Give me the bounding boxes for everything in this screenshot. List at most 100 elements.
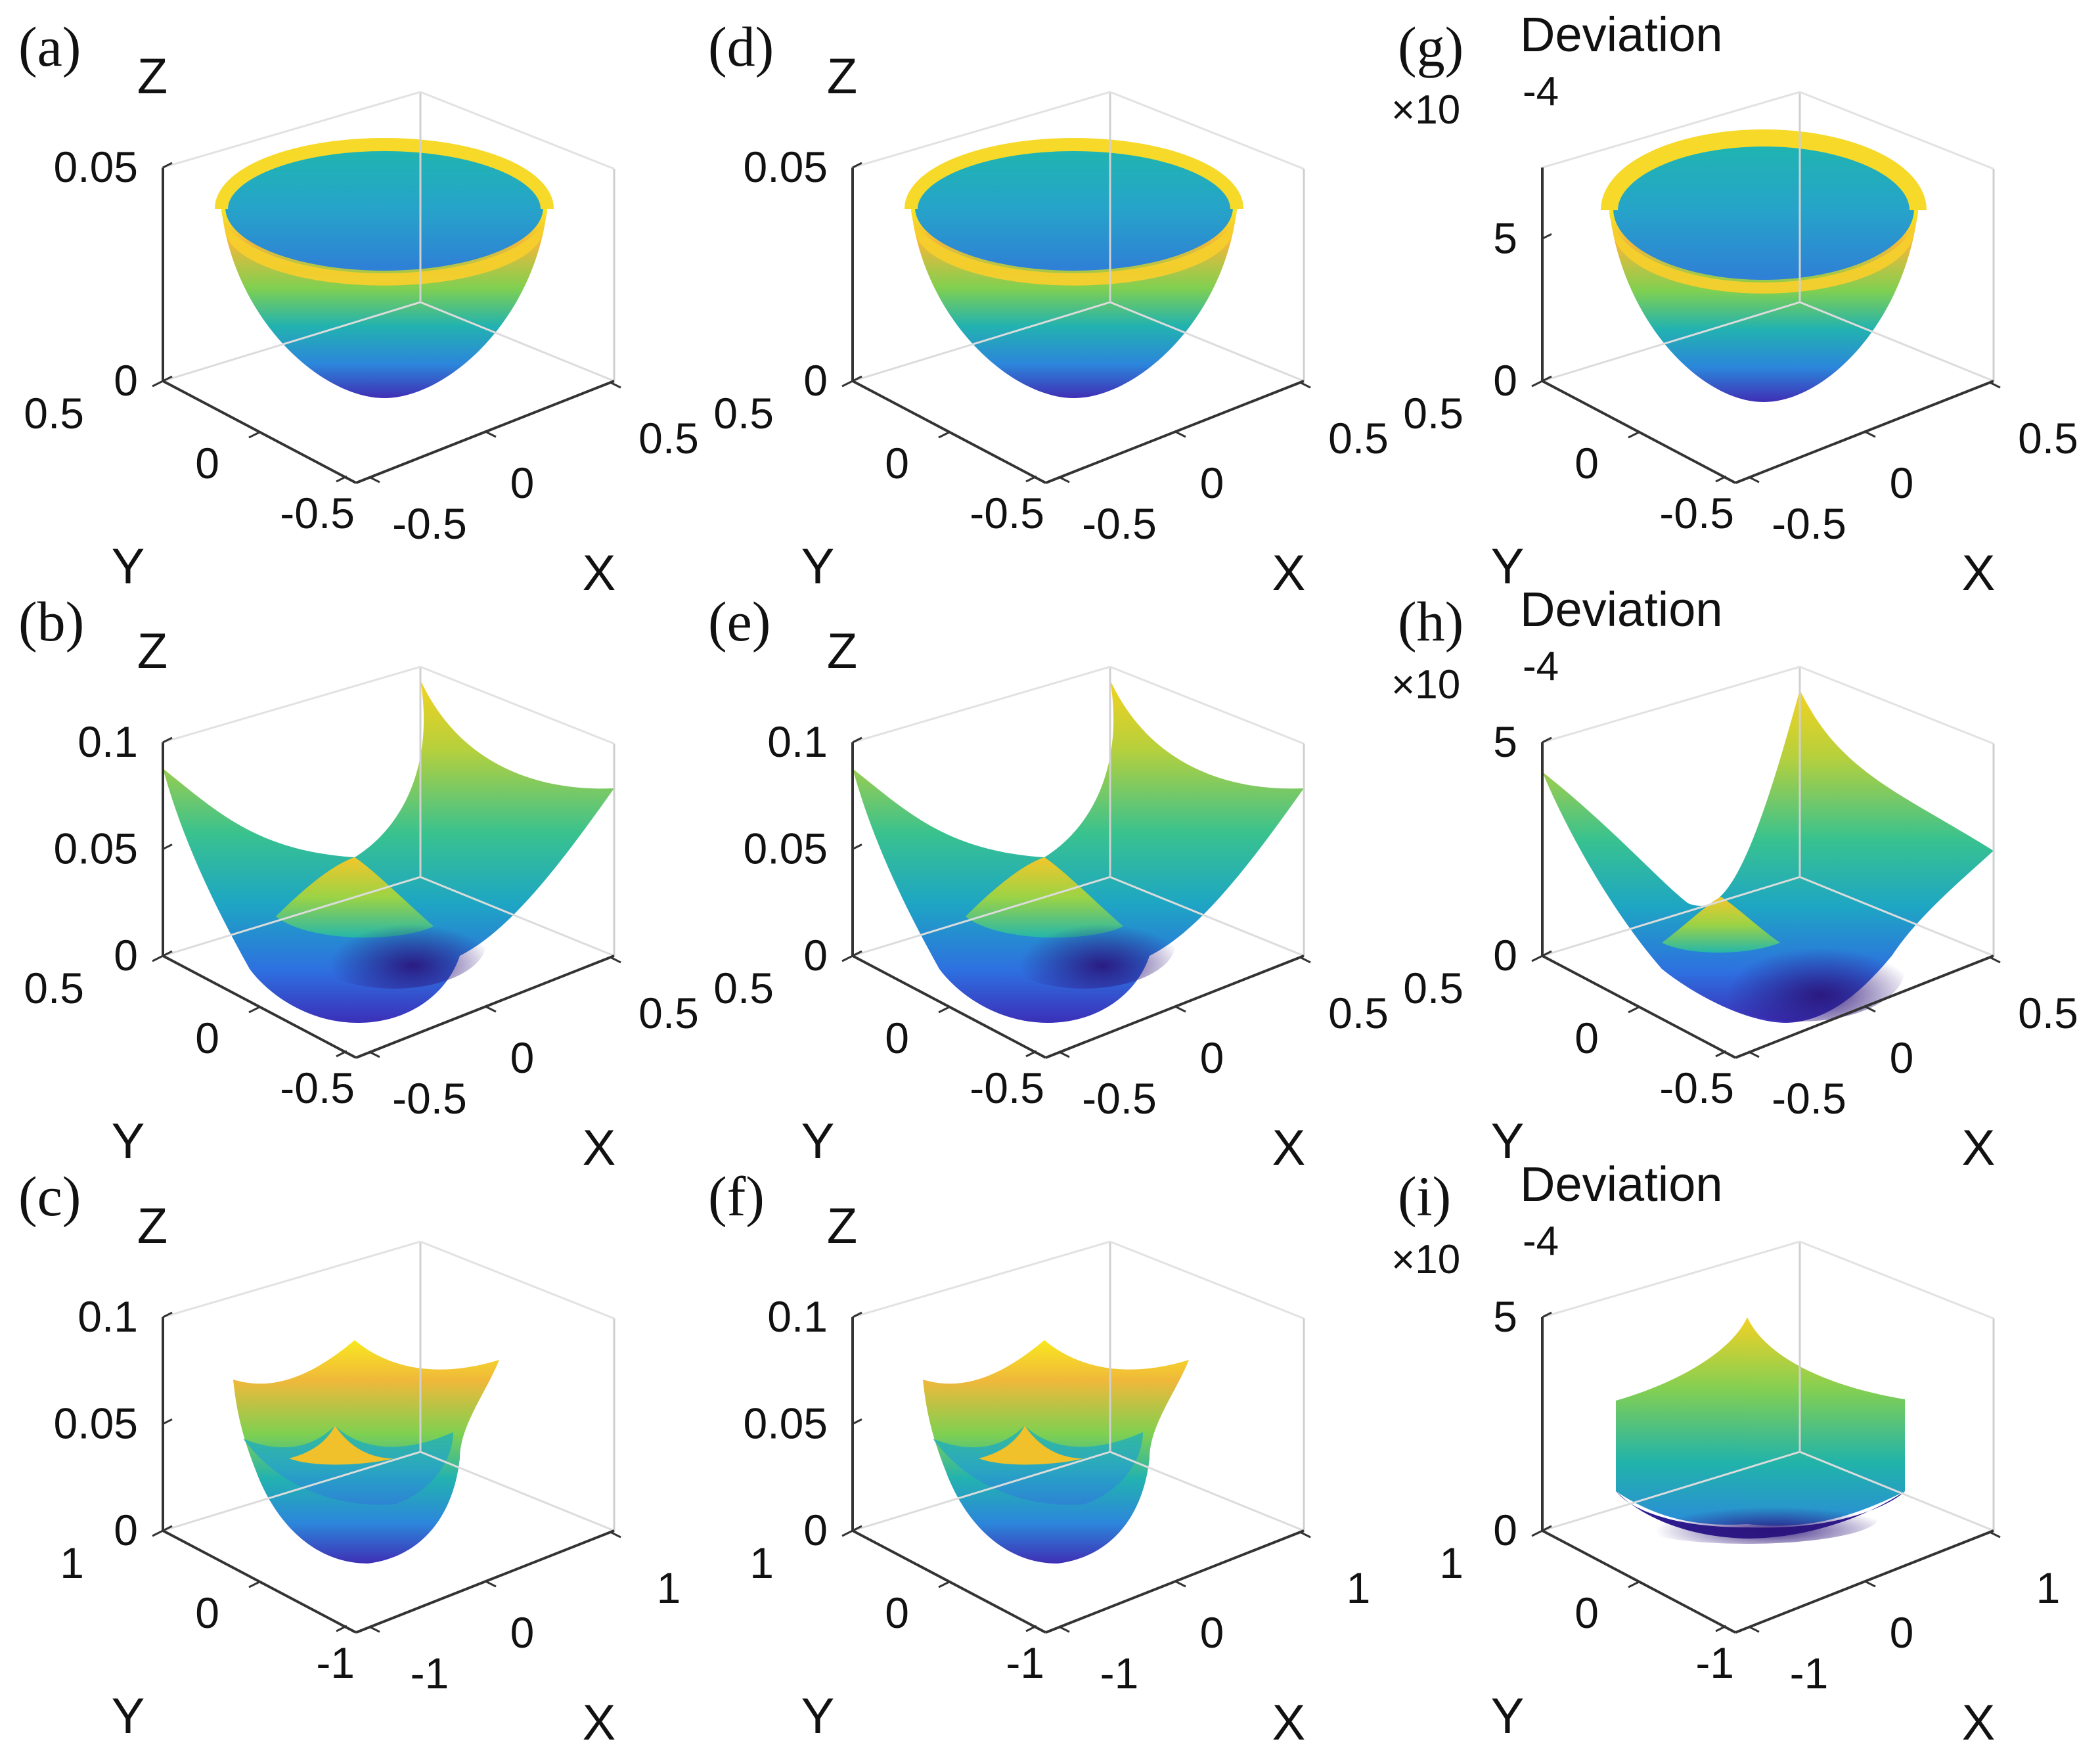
surface-interior — [225, 145, 543, 271]
x-axis-line — [1735, 955, 1994, 1059]
z-tick-mark — [162, 844, 173, 850]
z-tick-mark — [852, 375, 862, 382]
surface-wall-left — [1616, 1317, 1747, 1525]
subplot-d: 0 0.05 -0.5 0 0.5 -0.5 0 0.5 Y X Z (d) — [708, 15, 1389, 601]
x-tick-mark — [1174, 1005, 1186, 1013]
y-tick-mark — [152, 1529, 164, 1537]
y-tick-label: 0 — [885, 439, 909, 487]
y-tick-mark — [1628, 431, 1640, 439]
x-axis-label: X — [583, 1695, 616, 1751]
x-tick-label: -1 — [1790, 1649, 1829, 1698]
y-tick-mark — [1715, 1625, 1727, 1632]
back-floor-edge — [420, 876, 615, 957]
y-tick-label: 0.5 — [713, 389, 774, 438]
back-floor-edge — [1799, 301, 1994, 382]
x-tick-mark — [1748, 1050, 1760, 1058]
panel-title: Deviation — [1520, 1157, 1723, 1211]
y-tick-mark — [1531, 1529, 1543, 1537]
x-axis-label: X — [583, 1120, 616, 1176]
top-edge — [852, 665, 1111, 744]
z-tick-label: 0.05 — [744, 824, 828, 873]
x-tick-label: -1 — [411, 1649, 449, 1698]
x-tick-mark — [610, 381, 621, 389]
x-tick-label: 0 — [1200, 459, 1224, 507]
x-axis-label: X — [583, 545, 616, 601]
panel-label: (f) — [708, 1165, 765, 1228]
z-tick-mark — [1542, 1311, 1552, 1318]
x-axis-label: X — [1272, 1695, 1306, 1751]
x-tick-mark — [1989, 1531, 2001, 1539]
y-tick-mark — [248, 431, 260, 439]
y-tick-label: 1 — [60, 1539, 84, 1587]
z-tick-mark — [162, 736, 173, 744]
top-edge — [852, 91, 1111, 169]
surface-interior — [1613, 138, 1914, 280]
y-tick-label: 0.5 — [713, 964, 774, 1012]
z-tick-label: 0 — [803, 931, 828, 979]
x-tick-label: 0.5 — [1328, 989, 1389, 1037]
z-tick-mark — [162, 1525, 173, 1532]
surface-rim-back — [215, 138, 554, 210]
back-floor-edge — [852, 876, 1111, 957]
y-tick-label: 1 — [1439, 1539, 1463, 1587]
y-tick-label: -0.5 — [280, 489, 355, 537]
y-tick-label: -0.5 — [280, 1064, 355, 1112]
z-tick-mark — [162, 162, 173, 169]
x-tick-label: 0 — [1890, 459, 1914, 507]
z-tick-label: 0.05 — [54, 1399, 138, 1448]
z-tick-label: 0.05 — [744, 1399, 828, 1448]
x-tick-label: 0.5 — [638, 414, 699, 462]
surface-interior — [933, 1426, 1143, 1505]
panel-label: (e) — [708, 590, 771, 653]
x-tick-label: 1 — [657, 1564, 681, 1612]
x-tick-mark — [1864, 1005, 1876, 1013]
y-tick-label: 0 — [195, 1588, 219, 1637]
y-tick-mark — [152, 380, 164, 388]
y-tick-label: 0 — [195, 439, 219, 487]
y-tick-mark — [248, 1581, 260, 1588]
panel-title: Deviation — [1520, 7, 1723, 62]
z-tick-label: 5 — [1493, 717, 1517, 766]
x-tick-label: 0 — [1200, 1608, 1224, 1657]
z-tick-label: 0 — [114, 1506, 138, 1554]
y-tick-label: 0.5 — [1403, 389, 1463, 438]
z-tick-label: 0 — [1493, 356, 1517, 405]
top-edge — [1109, 91, 1305, 170]
top-edge — [1542, 1240, 1800, 1318]
y-tick-mark — [336, 1625, 347, 1632]
y-tick-label: 1 — [749, 1539, 774, 1587]
y-tick-mark — [1628, 1581, 1640, 1588]
z-tick-mark — [1542, 233, 1552, 240]
y-tick-mark — [1025, 1050, 1037, 1058]
x-axis-label: X — [1272, 545, 1306, 601]
z-tick-mark — [162, 375, 173, 382]
x-axis-line — [1045, 955, 1305, 1059]
x-tick-mark — [1299, 1531, 1311, 1539]
z-tick-mark — [852, 844, 862, 850]
y-tick-mark — [1531, 380, 1543, 388]
back-floor-edge — [1542, 876, 1800, 957]
x-tick-mark — [485, 1580, 497, 1588]
y-tick-mark — [841, 955, 853, 962]
x-tick-label: 0.5 — [2018, 414, 2078, 462]
y-tick-label: 0 — [885, 1014, 909, 1062]
x-tick-mark — [1864, 1580, 1876, 1588]
z-tick-label: 0 — [114, 931, 138, 979]
back-floor-edge — [1109, 301, 1305, 382]
y-tick-label: -0.5 — [970, 1064, 1044, 1112]
x-tick-label: 1 — [1347, 1564, 1371, 1612]
top-edge — [1109, 665, 1305, 745]
y-tick-mark — [938, 1581, 950, 1588]
z-axis-label: Z — [827, 623, 857, 679]
top-edge — [162, 1240, 421, 1318]
top-edge — [162, 91, 421, 169]
top-edge — [1799, 91, 1994, 170]
x-axis-label: X — [1272, 1120, 1306, 1176]
x-tick-label: -1 — [1100, 1649, 1139, 1698]
x-axis-line — [1735, 380, 1994, 484]
z-tick-label: 0.1 — [767, 1292, 828, 1341]
surface-front-peak — [1662, 897, 1780, 953]
surface-shadow — [992, 897, 1176, 989]
z-tick-label: 0.05 — [54, 143, 138, 191]
top-edge — [420, 1240, 615, 1320]
